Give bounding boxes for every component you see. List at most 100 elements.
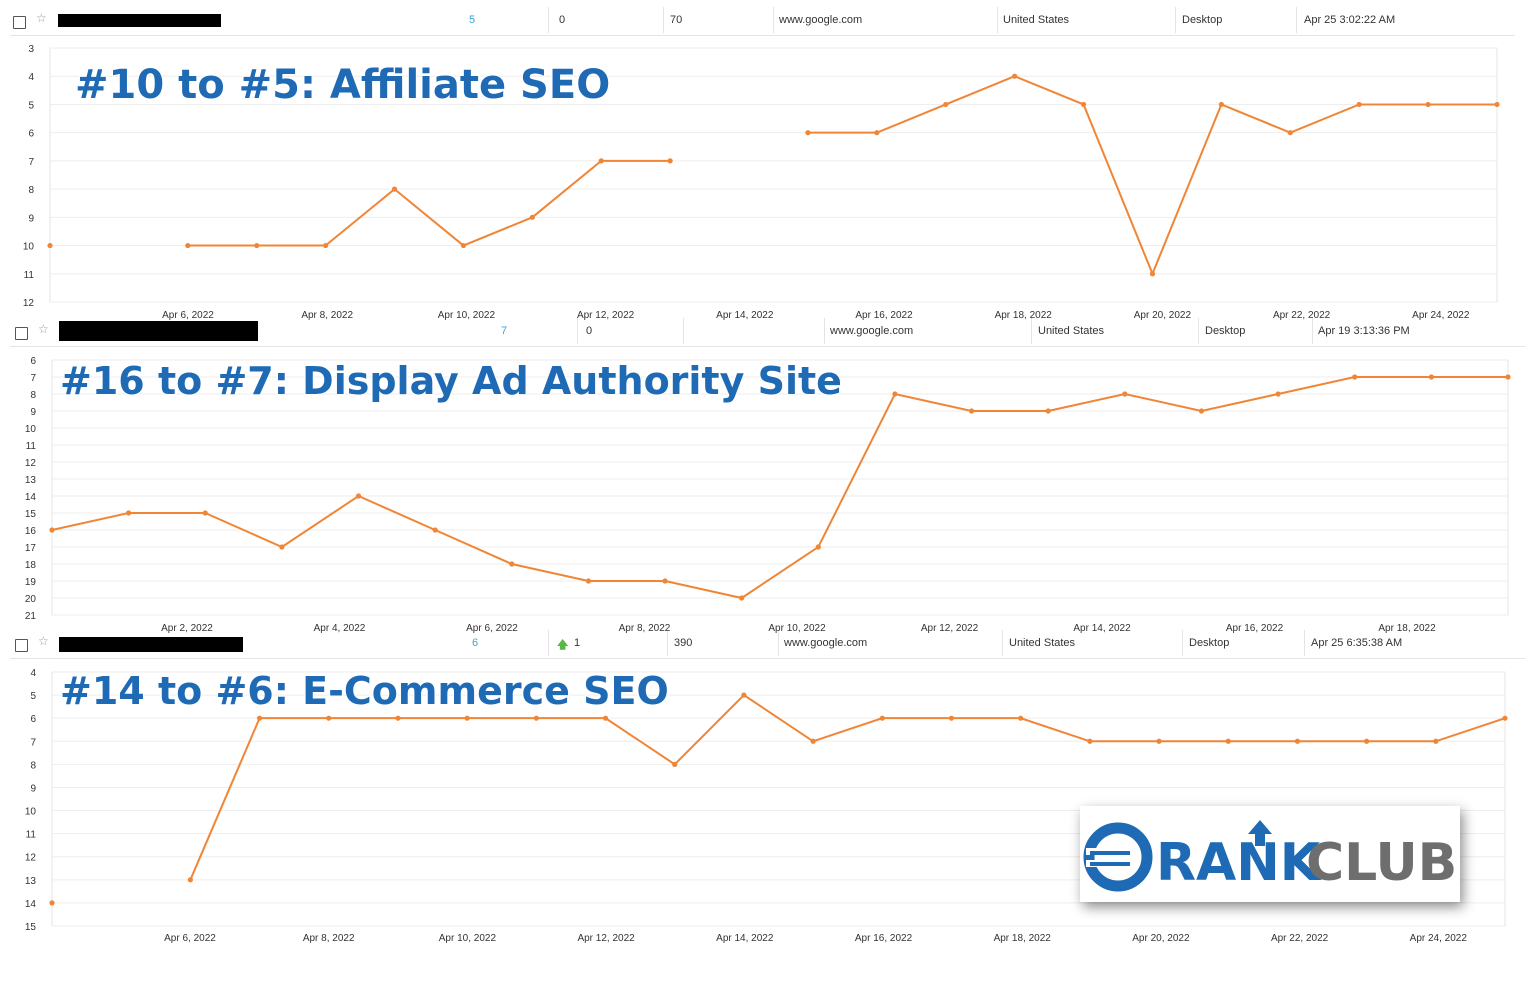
data-point[interactable] bbox=[1087, 738, 1093, 744]
data-point[interactable] bbox=[323, 242, 329, 249]
column-divider bbox=[667, 630, 668, 656]
data-point[interactable] bbox=[533, 715, 539, 721]
data-point[interactable] bbox=[1080, 101, 1087, 108]
data-point[interactable] bbox=[1122, 391, 1128, 397]
row-divider bbox=[10, 346, 1525, 347]
data-point[interactable] bbox=[1018, 715, 1024, 721]
data-point[interactable] bbox=[810, 738, 816, 744]
data-point[interactable] bbox=[1502, 715, 1508, 721]
data-point[interactable] bbox=[529, 214, 535, 220]
data-point[interactable] bbox=[1149, 271, 1156, 277]
data-point[interactable] bbox=[1012, 73, 1018, 79]
keyword-row[interactable]: ☆ 6 🡅 1 390 www.google.com United States… bbox=[0, 628, 1530, 659]
x-tick-label: Apr 20, 2022 bbox=[1134, 310, 1192, 321]
position-value[interactable]: 7 bbox=[501, 325, 508, 337]
data-point[interactable] bbox=[948, 715, 955, 721]
data-point[interactable] bbox=[326, 715, 332, 721]
data-point[interactable] bbox=[126, 510, 132, 516]
data-point[interactable] bbox=[187, 877, 193, 883]
volume-value: 390 bbox=[674, 637, 693, 649]
data-point[interactable] bbox=[1425, 101, 1431, 108]
data-point[interactable] bbox=[815, 544, 821, 550]
data-point[interactable] bbox=[1218, 101, 1224, 108]
data-point[interactable] bbox=[391, 186, 398, 192]
data-point[interactable] bbox=[892, 391, 898, 397]
data-point[interactable] bbox=[1352, 374, 1358, 380]
data-point[interactable] bbox=[49, 527, 55, 533]
checkbox-icon[interactable] bbox=[15, 327, 28, 340]
position-value[interactable]: 5 bbox=[469, 14, 476, 26]
data-point[interactable] bbox=[1287, 130, 1293, 136]
y-tick-label: 3 bbox=[28, 44, 34, 55]
data-point[interactable] bbox=[672, 761, 678, 767]
keyword-row[interactable]: ☆ 5 0 70 www.google.com United States De… bbox=[0, 5, 1530, 36]
data-point[interactable] bbox=[741, 692, 747, 698]
data-point[interactable] bbox=[432, 527, 438, 533]
data-point[interactable] bbox=[943, 101, 949, 108]
data-point[interactable] bbox=[1294, 738, 1301, 744]
y-tick-label: 8 bbox=[28, 185, 34, 196]
data-point[interactable] bbox=[202, 510, 208, 516]
y-tick-label: 17 bbox=[25, 543, 37, 554]
data-point[interactable] bbox=[49, 900, 55, 906]
change-value: 0 bbox=[586, 325, 593, 337]
x-tick-label: Apr 16, 2022 bbox=[855, 310, 913, 321]
x-tick-label: Apr 8, 2022 bbox=[301, 310, 353, 321]
data-point[interactable] bbox=[1045, 408, 1051, 414]
data-point[interactable] bbox=[662, 578, 668, 584]
x-tick-label: Apr 22, 2022 bbox=[1271, 933, 1329, 944]
chart-title: #10 to #5: Affiliate SEO bbox=[75, 62, 610, 108]
data-point[interactable] bbox=[279, 544, 285, 550]
position-value[interactable]: 6 bbox=[472, 637, 479, 649]
data-point[interactable] bbox=[1356, 101, 1362, 108]
x-tick-label: Apr 4, 2022 bbox=[314, 623, 366, 634]
data-point[interactable] bbox=[874, 130, 880, 136]
data-point[interactable] bbox=[254, 242, 260, 249]
data-point[interactable] bbox=[667, 158, 673, 164]
data-point[interactable] bbox=[1275, 391, 1281, 397]
data-point[interactable] bbox=[739, 595, 745, 601]
data-point[interactable] bbox=[47, 242, 53, 249]
data-point[interactable] bbox=[355, 493, 362, 499]
data-point[interactable] bbox=[395, 715, 401, 721]
data-point[interactable] bbox=[1364, 738, 1370, 744]
redacted-keyword bbox=[59, 637, 243, 652]
y-tick-label: 6 bbox=[28, 129, 34, 140]
row-divider bbox=[10, 658, 1525, 659]
data-point[interactable] bbox=[602, 715, 609, 721]
column-divider bbox=[577, 318, 578, 344]
star-icon[interactable]: ☆ bbox=[38, 322, 49, 336]
star-icon[interactable]: ☆ bbox=[38, 634, 49, 648]
data-point[interactable] bbox=[1225, 738, 1231, 744]
column-divider bbox=[1175, 7, 1176, 33]
star-icon[interactable]: ☆ bbox=[36, 11, 47, 25]
data-point[interactable] bbox=[598, 158, 604, 164]
y-tick-label: 6 bbox=[30, 356, 36, 367]
data-point[interactable] bbox=[1156, 738, 1162, 744]
y-tick-label: 7 bbox=[30, 737, 36, 748]
data-point[interactable] bbox=[509, 561, 515, 567]
data-point[interactable] bbox=[460, 242, 467, 249]
data-point[interactable] bbox=[1198, 408, 1205, 414]
data-point[interactable] bbox=[185, 242, 191, 249]
checkbox-icon[interactable] bbox=[13, 16, 26, 29]
column-divider bbox=[663, 7, 664, 33]
checkbox-icon[interactable] bbox=[15, 639, 28, 652]
data-point[interactable] bbox=[464, 715, 470, 721]
data-point[interactable] bbox=[585, 578, 592, 584]
data-point[interactable] bbox=[1433, 738, 1439, 744]
data-point[interactable] bbox=[1505, 374, 1511, 380]
data-point[interactable] bbox=[805, 130, 811, 136]
column-divider bbox=[683, 318, 684, 344]
data-point[interactable] bbox=[256, 715, 263, 721]
keyword-row[interactable]: ☆ 7 0 www.google.com United States Deskt… bbox=[0, 316, 1530, 347]
rank-chart-affiliate: 3 4 5 6 7 8 9 10 11 12 Apr 6, 2022 Apr 8, 2022 Apr 1… bbox=[0, 36, 1530, 326]
data-point[interactable] bbox=[968, 408, 975, 414]
y-tick-label: 11 bbox=[26, 830, 37, 841]
y-tick-label: 6 bbox=[30, 714, 36, 725]
data-point[interactable] bbox=[1428, 374, 1434, 380]
series-line bbox=[51, 376, 1508, 600]
data-point[interactable] bbox=[1494, 101, 1500, 108]
column-divider bbox=[773, 7, 774, 33]
data-point[interactable] bbox=[879, 715, 885, 721]
